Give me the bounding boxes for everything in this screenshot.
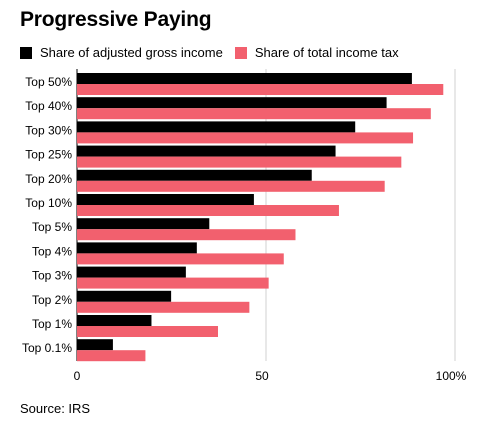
- category-label: Top 2%: [32, 293, 72, 307]
- category-label: Top 20%: [25, 172, 72, 186]
- legend: Share of adjusted gross income Share of …: [20, 45, 411, 60]
- bar-agi-0: [77, 73, 412, 84]
- legend-label-tax: Share of total income tax: [254, 45, 399, 60]
- legend-swatch-tax: [234, 46, 247, 59]
- category-label: Top 50%: [25, 75, 72, 89]
- legend-item-agi: Share of adjusted gross income: [20, 45, 223, 60]
- bar-tax-8: [77, 277, 269, 289]
- x-axis-ticks: 0 50 100%: [74, 369, 467, 383]
- category-label: Top 0.1%: [22, 341, 72, 355]
- x-tick-label-2: 100%: [436, 369, 467, 383]
- chart-title: Progressive Paying: [20, 8, 212, 31]
- bar-agi-10: [77, 315, 152, 326]
- bar-agi-5: [77, 194, 254, 205]
- source-note: Source: IRS: [20, 401, 91, 416]
- bar-tax-1: [77, 108, 431, 120]
- bar-tax-9: [77, 301, 250, 313]
- bar-tax-7: [77, 253, 284, 265]
- bar-agi-2: [77, 121, 356, 133]
- bar-tax-11: [77, 350, 146, 362]
- bar-tax-3: [77, 156, 402, 168]
- bar-agi-4: [77, 169, 312, 181]
- x-tick-label-1: 50: [255, 369, 269, 383]
- bar-agi-9: [77, 290, 172, 302]
- bar-agi-3: [77, 145, 336, 157]
- bar-tax-2: [77, 132, 414, 144]
- bar-agi-1: [77, 97, 387, 109]
- bar-tax-5: [77, 205, 339, 216]
- bar-tax-4: [77, 180, 385, 192]
- bar-tax-0: [77, 84, 444, 95]
- category-label: Top 10%: [25, 196, 72, 210]
- bar-tax-6: [77, 229, 296, 241]
- x-tick-label-0: 0: [74, 369, 81, 383]
- category-label: Top 5%: [32, 220, 72, 234]
- bar-agi-6: [77, 218, 210, 230]
- category-label: Top 30%: [25, 123, 72, 137]
- legend-label-agi: Share of adjusted gross income: [40, 45, 223, 60]
- legend-item-tax: Share of total income tax: [234, 45, 399, 60]
- category-label: Top 1%: [32, 317, 72, 331]
- category-label: Top 40%: [25, 99, 72, 113]
- bar-tax-10: [77, 326, 218, 337]
- bar-agi-11: [77, 339, 113, 351]
- category-label: Top 4%: [32, 244, 72, 258]
- bars: [77, 73, 444, 362]
- category-labels: Top 50% Top 40% Top 30% Top 25% Top 20% Top 1…: [22, 75, 72, 355]
- bar-agi-8: [77, 266, 186, 278]
- bar-agi-7: [77, 242, 197, 254]
- category-label: Top 3%: [32, 269, 72, 283]
- category-label: Top 25%: [25, 148, 72, 162]
- legend-swatch-agi: [20, 46, 32, 59]
